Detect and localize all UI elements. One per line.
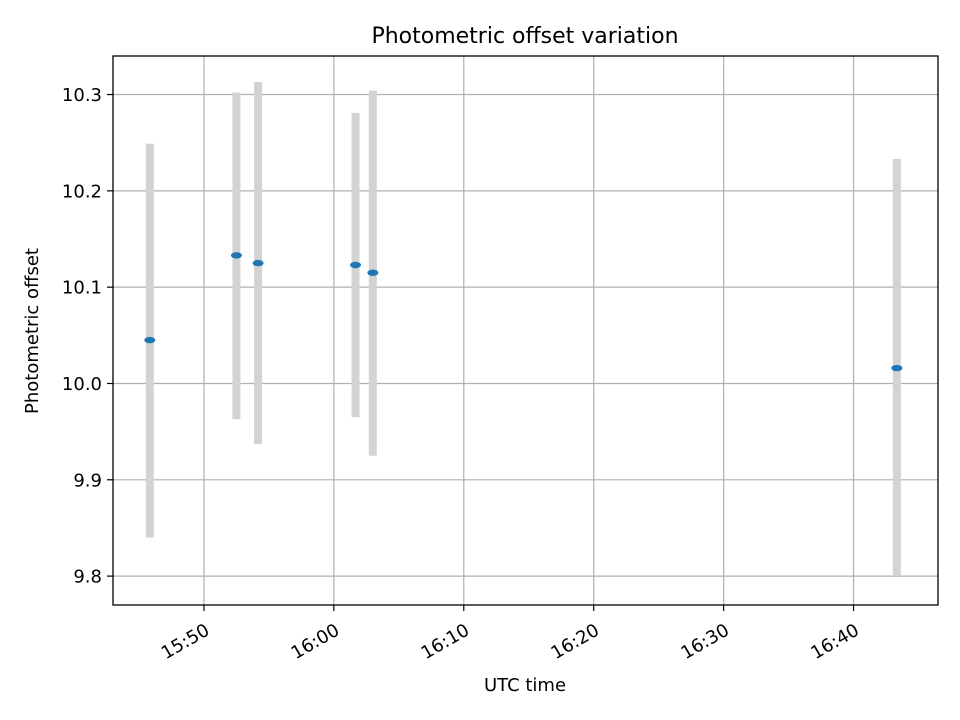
data-point bbox=[350, 261, 362, 269]
y-tick-label: 10.0 bbox=[62, 374, 102, 395]
data-point bbox=[230, 252, 242, 259]
y-tick-label: 10.3 bbox=[62, 85, 102, 106]
x-axis-label: UTC time bbox=[484, 675, 566, 696]
grid-lines bbox=[113, 56, 938, 605]
plot-frame bbox=[112, 55, 939, 606]
data-point bbox=[367, 269, 379, 276]
y-tick-label: 9.9 bbox=[73, 470, 102, 491]
y-tick-label: 10.1 bbox=[62, 278, 102, 299]
y-tick-label: 10.2 bbox=[62, 181, 102, 202]
y-tick-label: 9.8 bbox=[73, 567, 102, 588]
data-point bbox=[144, 336, 156, 344]
data-points bbox=[144, 252, 903, 372]
data-point bbox=[891, 364, 903, 372]
y-axis-ticks: 9.8 9.9 10.0 10.1 10.2 10.3 bbox=[62, 85, 113, 588]
y-axis-label: Photometric offset bbox=[22, 248, 43, 414]
chart-title: Photometric offset variation bbox=[371, 24, 678, 49]
data-point bbox=[252, 259, 264, 267]
